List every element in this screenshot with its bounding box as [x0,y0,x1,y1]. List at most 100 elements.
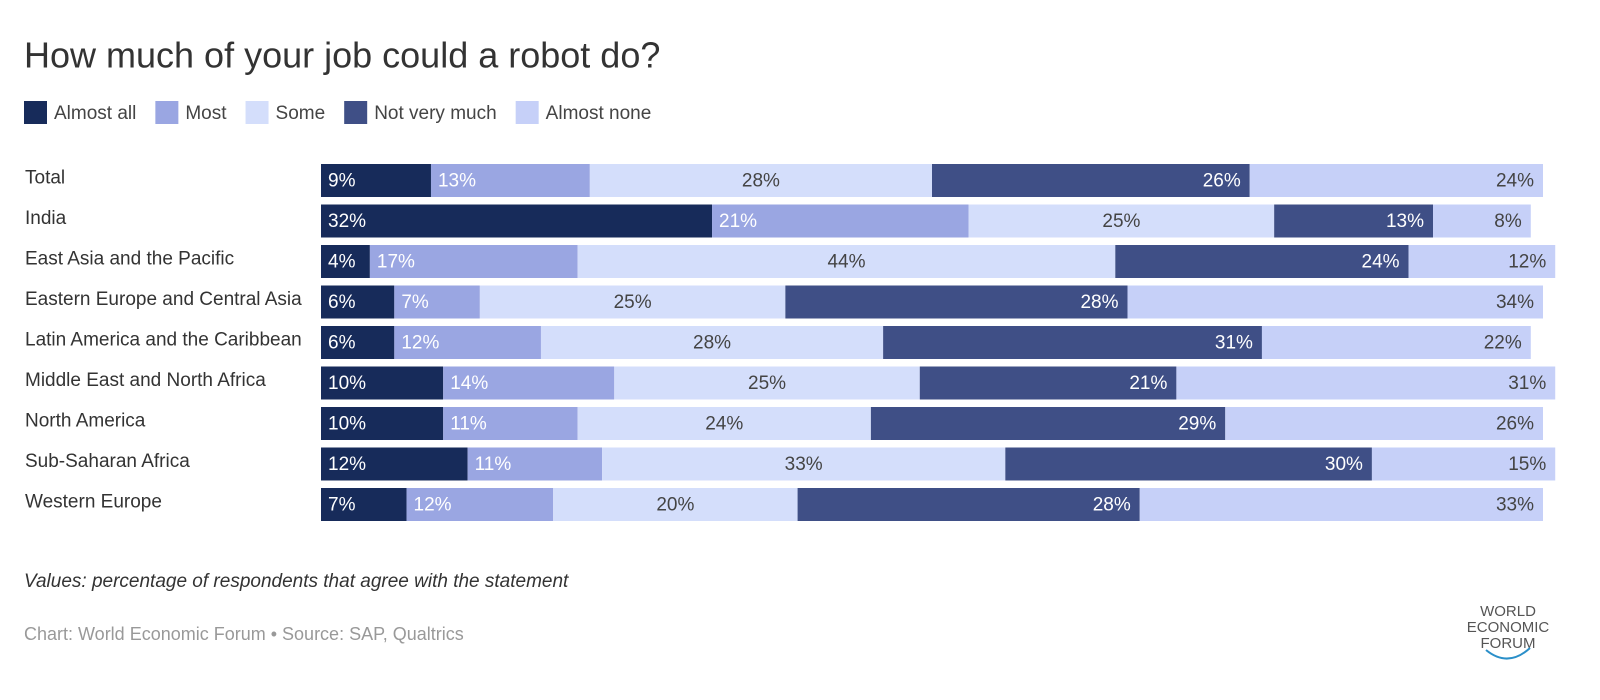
value-label: 34% [1496,292,1534,313]
legend-label: Most [185,103,227,124]
bar-segment [394,285,480,319]
value-label: 15% [1508,454,1546,475]
bar-segment [1408,245,1556,278]
bar-segment [1115,245,1409,278]
legend-label: Almost all [54,103,136,124]
value-label: 26% [1203,171,1241,192]
value-label: 7% [401,292,429,313]
bar-segment [553,488,798,521]
value-label: 30% [1325,454,1363,475]
bar-segment [785,285,1128,319]
y-tick-label: Middle East and North Africa [25,370,266,391]
y-tick-label: Latin America and the Caribbean [25,330,302,351]
value-label: 31% [1215,333,1253,354]
y-tick-label: Total [25,168,65,189]
bar-segment [968,204,1275,238]
value-label: 12% [401,333,439,354]
bar-segment [443,407,578,440]
value-label: 28% [1080,292,1118,313]
logo-text: WORLD [1480,603,1536,620]
bar-segment [589,164,932,197]
bar-segment [1127,285,1543,319]
logo-arc [1485,647,1531,660]
y-tick-label: North America [25,411,146,432]
bar-segment [321,366,444,400]
value-label: 25% [1102,211,1140,232]
bar-segment [1433,204,1531,238]
value-label: 12% [328,454,366,475]
bar-segment [797,488,1140,521]
value-label: 28% [693,333,731,354]
value-label: 28% [742,171,780,192]
legend-swatch [155,101,179,124]
bar-segment [1176,366,1556,400]
value-label: 44% [827,252,865,273]
value-label: 24% [1362,252,1400,273]
value-label: 32% [328,211,366,232]
bar-segment [932,164,1250,197]
y-tick-label: Western Europe [25,492,162,513]
chart-title: How much of your job could a robot do? [24,35,660,76]
bar-segment [321,326,395,359]
value-label: 21% [1129,373,1167,394]
value-label: 7% [328,495,356,516]
logo-text: ECONOMIC [1467,619,1550,636]
bar-segment [870,407,1226,440]
value-label: 11% [450,414,487,435]
bar-segment [1139,488,1543,521]
bar-segment [467,447,603,481]
value-label: 4% [328,252,356,273]
bar-segment [1249,164,1543,197]
y-tick-label: India [25,208,67,229]
value-label: 14% [450,373,488,394]
bar-segment [1274,204,1434,238]
value-label: 25% [614,292,652,313]
y-tick-label: East Asia and the Pacific [25,249,234,270]
value-label: 17% [377,252,415,273]
legend-label: Almost none [546,103,652,124]
bar-segment [919,366,1177,400]
value-label: 20% [656,495,694,516]
value-label: 10% [328,373,366,394]
legend-swatch [344,101,368,124]
bar-segment [443,366,615,400]
bar-segment [369,245,578,278]
bar-segment [883,326,1262,359]
legend-swatch [515,101,539,124]
bar-segment [602,447,1006,481]
value-label: 29% [1178,414,1216,435]
value-label: 12% [414,495,452,516]
value-label: 13% [438,171,476,192]
value-label: 26% [1496,414,1534,435]
value-label: 10% [328,414,366,435]
y-tick-label: Sub-Saharan Africa [25,451,190,472]
value-label: 6% [328,333,356,354]
bar-segment [321,447,468,481]
value-label: 28% [1093,495,1131,516]
bar-segment [1261,326,1531,359]
legend-swatch [24,101,47,124]
value-label: 33% [785,454,823,475]
bar-segment [1371,447,1556,481]
bar-segment [321,407,444,440]
bar-segment [1225,407,1543,440]
bar-segment [430,164,590,197]
bar-segment [540,326,884,359]
bar-segment [406,488,554,521]
y-tick-label: Eastern Europe and Central Asia [25,289,302,310]
bar-segment [1005,447,1372,481]
value-label: 8% [1494,211,1522,232]
legend-label: Not very much [374,103,496,124]
bar-segment [712,204,969,238]
value-label: 33% [1496,495,1534,516]
value-label: 11% [475,454,512,475]
bar-segment [321,204,713,238]
value-label: 25% [748,373,786,394]
bar-segment [321,285,395,319]
bar-segment [577,407,871,440]
value-label: 12% [1508,252,1546,273]
bar-segment [479,285,786,319]
note: Values: percentage of respondents that a… [24,571,569,592]
value-label: 13% [1386,211,1424,232]
